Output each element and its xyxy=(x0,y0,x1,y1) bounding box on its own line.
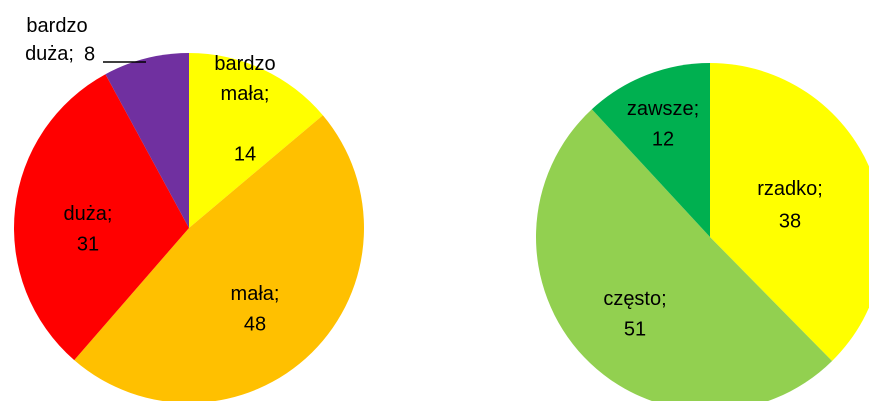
slice-label: rzadko; xyxy=(757,178,823,200)
slice-value: 31 xyxy=(77,233,99,255)
slice-label: bardzo duża; xyxy=(25,15,88,65)
pie-slice xyxy=(710,63,869,361)
slice-label: zawsze; xyxy=(627,98,699,120)
pie-slice xyxy=(536,109,833,401)
pie-slice xyxy=(74,115,364,401)
slice-label: często; xyxy=(603,288,666,310)
slice-label: bardzo mała; xyxy=(214,53,275,105)
slice-value: 38 xyxy=(779,210,801,232)
slice-value: 14 xyxy=(234,143,256,165)
pie-slice xyxy=(591,63,710,237)
pie-slice xyxy=(189,53,323,228)
slice-value: 12 xyxy=(652,128,674,150)
slice-label: mała; xyxy=(231,283,280,305)
pie-slice xyxy=(105,53,189,228)
pie-slice xyxy=(13,74,190,361)
slice-value: 8 xyxy=(84,43,95,65)
slice-label: duża; xyxy=(64,203,113,225)
slice-value: 51 xyxy=(624,318,646,340)
slice-value: 48 xyxy=(244,313,266,335)
